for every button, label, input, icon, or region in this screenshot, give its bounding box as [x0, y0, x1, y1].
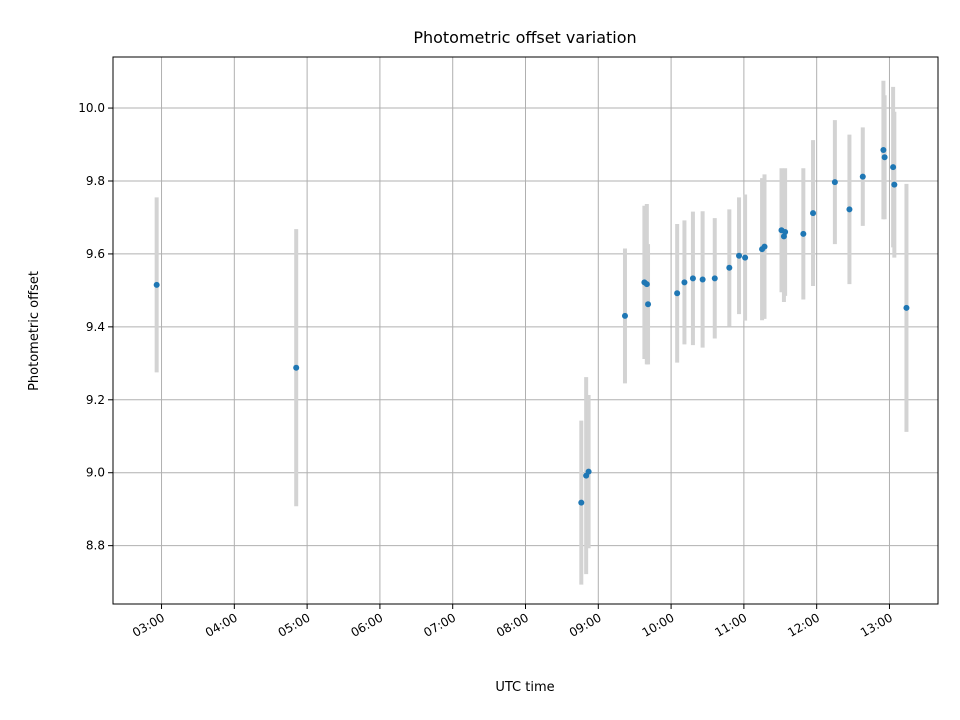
data-point: [800, 230, 807, 237]
grid: [113, 57, 938, 604]
data-point: [891, 181, 898, 188]
y-axis-label: Photometric offset: [27, 271, 42, 391]
data-point: [742, 254, 749, 261]
data-point: [890, 164, 897, 171]
data-point: [859, 173, 866, 180]
data-point: [689, 275, 696, 282]
y-tick-label: 9.0: [86, 466, 105, 480]
y-tick-label: 8.8: [86, 539, 105, 553]
data-point: [578, 499, 585, 506]
data-point: [293, 364, 300, 371]
data-point: [736, 252, 743, 259]
data-point: [880, 146, 887, 153]
y-tick-label: 10.0: [78, 101, 105, 115]
y-tick-label: 9.8: [86, 174, 105, 188]
chart-title: Photometric offset variation: [413, 28, 636, 47]
y-tick-label: 9.2: [86, 393, 105, 407]
y-tick-label: 9.6: [86, 247, 105, 261]
data-point: [681, 279, 688, 286]
data-point: [645, 301, 652, 308]
data-point: [761, 243, 768, 250]
data-point: [782, 229, 789, 236]
data-point: [711, 275, 718, 282]
x-axis-label: UTC time: [495, 680, 554, 695]
data-point: [810, 210, 817, 217]
data-points: [153, 146, 910, 506]
data-point: [643, 281, 650, 288]
data-point: [831, 179, 838, 186]
data-point: [846, 206, 853, 213]
data-point: [903, 304, 910, 311]
data-point: [153, 281, 160, 288]
data-point: [726, 264, 733, 271]
data-point: [621, 312, 628, 319]
data-point: [585, 468, 592, 475]
y-tick-label: 9.4: [86, 320, 105, 334]
data-point: [881, 154, 888, 161]
data-point: [699, 276, 706, 283]
data-point: [674, 290, 681, 297]
y-axis-ticks: 8.8 9.0 9.2 9.4 9.6 9.8 10.0: [78, 101, 113, 553]
